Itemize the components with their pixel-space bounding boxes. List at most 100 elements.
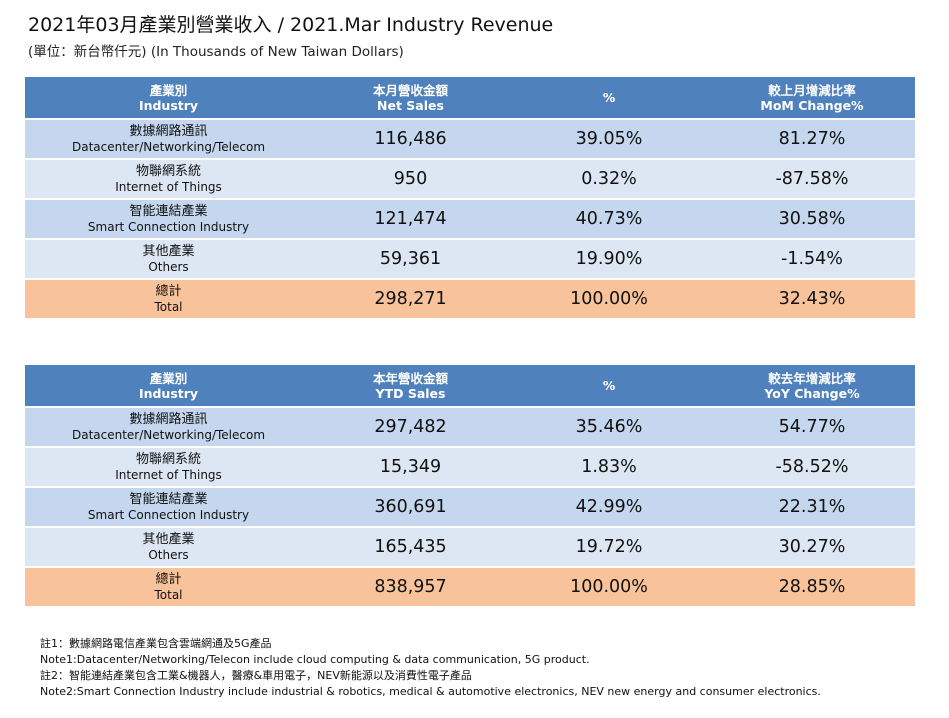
industry-name-en: Smart Connection Industry <box>87 507 250 522</box>
table-row: 其他產業 Others 59,361 19.90% -1.54% <box>25 238 915 279</box>
industry-name-en: Internet of Things <box>115 467 222 482</box>
industry-name-en: Internet of Things <box>115 179 222 194</box>
sales-cell: 15,349 <box>312 446 509 487</box>
total-row: 總計 Total 838,957 100.00% 28.85% <box>25 566 915 606</box>
industry-name-zh: 數據網路通訊 <box>129 123 208 139</box>
total-row: 總計 Total 298,271 100.00% 32.43% <box>25 278 915 318</box>
change-cell: 54.77% <box>709 406 915 447</box>
total-sales-cell: 298,271 <box>312 278 509 318</box>
industry-name-zh: 物聯網系統 <box>135 451 201 467</box>
monthly-revenue-table: 產業別 Industry 本月營收金額 Net Sales % 較上月增減比率 … <box>25 77 915 318</box>
sales-cell: 116,486 <box>312 118 509 159</box>
footnote-2-en: Note2:Smart Connection Industry include … <box>40 685 821 698</box>
percent-cell: 35.46% <box>509 406 709 447</box>
industry-name-en: Others <box>148 547 189 562</box>
total-label-zh: 總計 <box>155 571 182 587</box>
header-industry: 產業別 Industry <box>25 365 312 407</box>
page-subtitle: (單位：新台幣仟元) (In Thousands of New Taiwan D… <box>28 44 404 60</box>
change-cell: 30.58% <box>709 198 915 239</box>
header-industry-zh: 產業別 <box>149 82 188 98</box>
industry-name-zh: 智能連結產業 <box>129 203 208 219</box>
header-change-zh: 較上月增減比率 <box>768 82 856 98</box>
industry-name-zh: 智能連結產業 <box>129 491 208 507</box>
header-percent: % <box>509 365 709 407</box>
industry-name-zh: 其他產業 <box>142 531 195 547</box>
industry-cell: 其他產業 Others <box>25 238 312 279</box>
percent-cell: 19.90% <box>509 238 709 279</box>
table-header-row: 產業別 Industry 本月營收金額 Net Sales % 較上月增減比率 … <box>25 77 915 119</box>
sales-cell: 165,435 <box>312 526 509 567</box>
industry-cell: 總計 Total <box>25 566 312 606</box>
industry-name-en: Others <box>148 259 189 274</box>
sales-cell: 297,482 <box>312 406 509 447</box>
industry-name-en: Datacenter/Networking/Telecom <box>71 139 266 154</box>
change-cell: -58.52% <box>709 446 915 487</box>
table-row: 其他產業 Others 165,435 19.72% 30.27% <box>25 526 915 567</box>
total-percent-cell: 100.00% <box>509 278 709 318</box>
header-change-en: YoY Change% <box>764 385 860 401</box>
total-change-cell: 32.43% <box>709 278 915 318</box>
total-label-zh: 總計 <box>155 283 182 299</box>
total-change-cell: 28.85% <box>709 566 915 606</box>
industry-cell: 物聯網系統 Internet of Things <box>25 446 312 487</box>
total-sales-cell: 838,957 <box>312 566 509 606</box>
sales-cell: 121,474 <box>312 198 509 239</box>
industry-name-zh: 物聯網系統 <box>135 163 201 179</box>
header-industry-en: Industry <box>138 385 199 401</box>
industry-cell: 數據網路通訊 Datacenter/Networking/Telecom <box>25 118 312 159</box>
header-industry-en: Industry <box>138 97 199 113</box>
header-change-en: MoM Change% <box>760 97 864 113</box>
total-label-en: Total <box>154 587 183 602</box>
table-row: 智能連結產業 Smart Connection Industry 360,691… <box>25 486 915 527</box>
change-cell: 22.31% <box>709 486 915 527</box>
percent-cell: 1.83% <box>509 446 709 487</box>
industry-name-en: Datacenter/Networking/Telecom <box>71 427 266 442</box>
header-sales-zh: 本年營收金額 <box>372 370 448 386</box>
table-row: 智能連結產業 Smart Connection Industry 121,474… <box>25 198 915 239</box>
header-sales: 本年營收金額 YTD Sales <box>312 365 509 407</box>
percent-cell: 0.32% <box>509 158 709 199</box>
sales-cell: 59,361 <box>312 238 509 279</box>
industry-cell: 數據網路通訊 Datacenter/Networking/Telecom <box>25 406 312 447</box>
ytd-revenue-table: 產業別 Industry 本年營收金額 YTD Sales % 較去年增減比率 … <box>25 365 915 606</box>
header-change: 較上月增減比率 MoM Change% <box>709 77 915 119</box>
industry-cell: 智能連結產業 Smart Connection Industry <box>25 486 312 527</box>
header-industry: 產業別 Industry <box>25 77 312 119</box>
header-change: 較去年增減比率 YoY Change% <box>709 365 915 407</box>
table-row: 數據網路通訊 Datacenter/Networking/Telecom 116… <box>25 118 915 159</box>
industry-name-en: Smart Connection Industry <box>87 219 250 234</box>
header-sales-zh: 本月營收金額 <box>372 82 448 98</box>
percent-cell: 19.72% <box>509 526 709 567</box>
industry-cell: 其他產業 Others <box>25 526 312 567</box>
footnote-2-zh: 註2：智能連結產業包含工業&機器人，醫療&車用電子，NEV新能源以及消費性電子產… <box>40 669 472 682</box>
header-industry-zh: 產業別 <box>149 370 188 386</box>
header-sales-en: YTD Sales <box>375 385 446 401</box>
total-percent-cell: 100.00% <box>509 566 709 606</box>
total-label-en: Total <box>154 299 183 314</box>
industry-name-zh: 數據網路通訊 <box>129 411 208 427</box>
change-cell: -1.54% <box>709 238 915 279</box>
table-row: 物聯網系統 Internet of Things 950 0.32% -87.5… <box>25 158 915 199</box>
table-row: 物聯網系統 Internet of Things 15,349 1.83% -5… <box>25 446 915 487</box>
sales-cell: 950 <box>312 158 509 199</box>
footnote-1-en: Note1:Datacenter/Networking/Telecon incl… <box>40 653 590 666</box>
percent-cell: 42.99% <box>509 486 709 527</box>
industry-cell: 物聯網系統 Internet of Things <box>25 158 312 199</box>
change-cell: 81.27% <box>709 118 915 159</box>
industry-name-zh: 其他產業 <box>142 243 195 259</box>
footnotes: 註1：數據網路電信產業包含雲端網通及5G產品 Note1:Datacenter/… <box>40 636 821 700</box>
table-row: 數據網路通訊 Datacenter/Networking/Telecom 297… <box>25 406 915 447</box>
industry-cell: 智能連結產業 Smart Connection Industry <box>25 198 312 239</box>
change-cell: -87.58% <box>709 158 915 199</box>
table-header-row: 產業別 Industry 本年營收金額 YTD Sales % 較去年增減比率 … <box>25 365 915 407</box>
header-change-zh: 較去年增減比率 <box>768 370 856 386</box>
footnote-1-zh: 註1：數據網路電信產業包含雲端網通及5G產品 <box>40 637 272 650</box>
sales-cell: 360,691 <box>312 486 509 527</box>
header-sales-en: Net Sales <box>377 97 444 113</box>
header-sales: 本月營收金額 Net Sales <box>312 77 509 119</box>
change-cell: 30.27% <box>709 526 915 567</box>
percent-cell: 39.05% <box>509 118 709 159</box>
percent-cell: 40.73% <box>509 198 709 239</box>
industry-cell: 總計 Total <box>25 278 312 318</box>
header-percent: % <box>509 77 709 119</box>
